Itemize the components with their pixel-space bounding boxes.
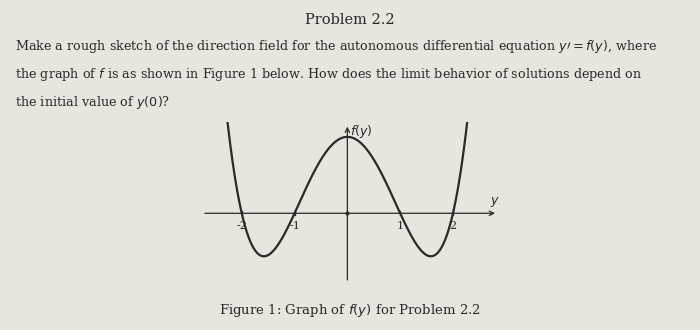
Text: 1: 1 <box>397 221 404 231</box>
Text: the graph of $f$ is as shown in Figure 1 below. How does the limit behavior of s: the graph of $f$ is as shown in Figure 1… <box>15 66 643 83</box>
Text: Figure 1: Graph of $f(y)$ for Problem 2.2: Figure 1: Graph of $f(y)$ for Problem 2.… <box>219 302 481 319</box>
Text: 2: 2 <box>449 221 456 231</box>
Text: -1: -1 <box>289 221 300 231</box>
Text: $f(y)$: $f(y)$ <box>350 123 372 140</box>
Text: $y$: $y$ <box>489 194 499 209</box>
Text: -2: -2 <box>237 221 247 231</box>
Text: Problem 2.2: Problem 2.2 <box>305 13 395 27</box>
Text: the initial value of $y(0)$?: the initial value of $y(0)$? <box>15 94 171 111</box>
Text: Make a rough sketch of the direction field for the autonomous differential equat: Make a rough sketch of the direction fie… <box>15 38 657 55</box>
